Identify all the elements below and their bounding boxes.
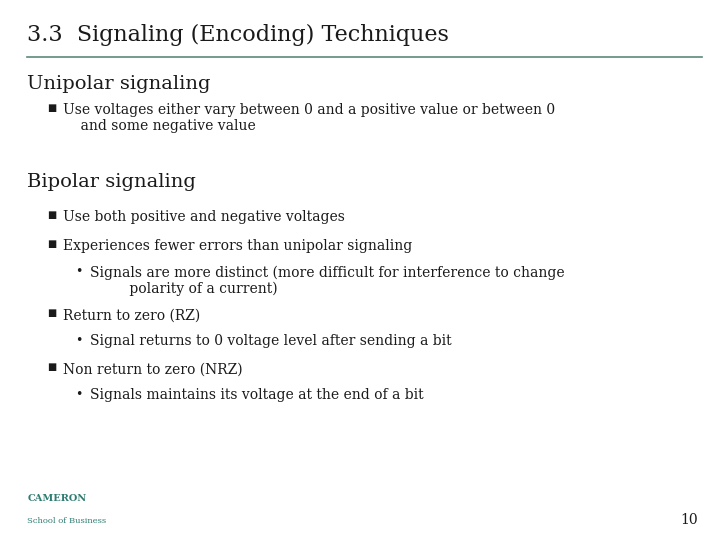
- Text: 10: 10: [681, 512, 698, 526]
- Text: Return to zero (RZ): Return to zero (RZ): [63, 308, 201, 322]
- Text: •: •: [76, 388, 83, 401]
- Text: Non return to zero (NRZ): Non return to zero (NRZ): [63, 362, 243, 376]
- Text: Experiences fewer errors than unipolar signaling: Experiences fewer errors than unipolar s…: [63, 239, 413, 253]
- Text: •: •: [76, 334, 83, 347]
- Text: •: •: [76, 265, 83, 278]
- Text: ■: ■: [47, 103, 56, 113]
- Text: Unipolar signaling: Unipolar signaling: [27, 75, 211, 92]
- Text: ■: ■: [47, 362, 56, 373]
- Text: Use both positive and negative voltages: Use both positive and negative voltages: [63, 210, 345, 224]
- Text: ■: ■: [47, 210, 56, 220]
- Text: Use voltages either vary between 0 and a positive value or between 0
    and som: Use voltages either vary between 0 and a…: [63, 103, 556, 133]
- Text: Signals maintains its voltage at the end of a bit: Signals maintains its voltage at the end…: [90, 388, 423, 402]
- Text: ■: ■: [47, 239, 56, 249]
- Text: Signals are more distinct (more difficult for interference to change
         po: Signals are more distinct (more difficul…: [90, 265, 564, 296]
- Text: Bipolar signaling: Bipolar signaling: [27, 173, 197, 191]
- Text: CAMERON: CAMERON: [27, 494, 86, 503]
- Text: ■: ■: [47, 308, 56, 319]
- Text: Signal returns to 0 voltage level after sending a bit: Signal returns to 0 voltage level after …: [90, 334, 451, 348]
- Text: 3.3  Signaling (Encoding) Techniques: 3.3 Signaling (Encoding) Techniques: [27, 24, 449, 46]
- Text: School of Business: School of Business: [27, 517, 107, 525]
